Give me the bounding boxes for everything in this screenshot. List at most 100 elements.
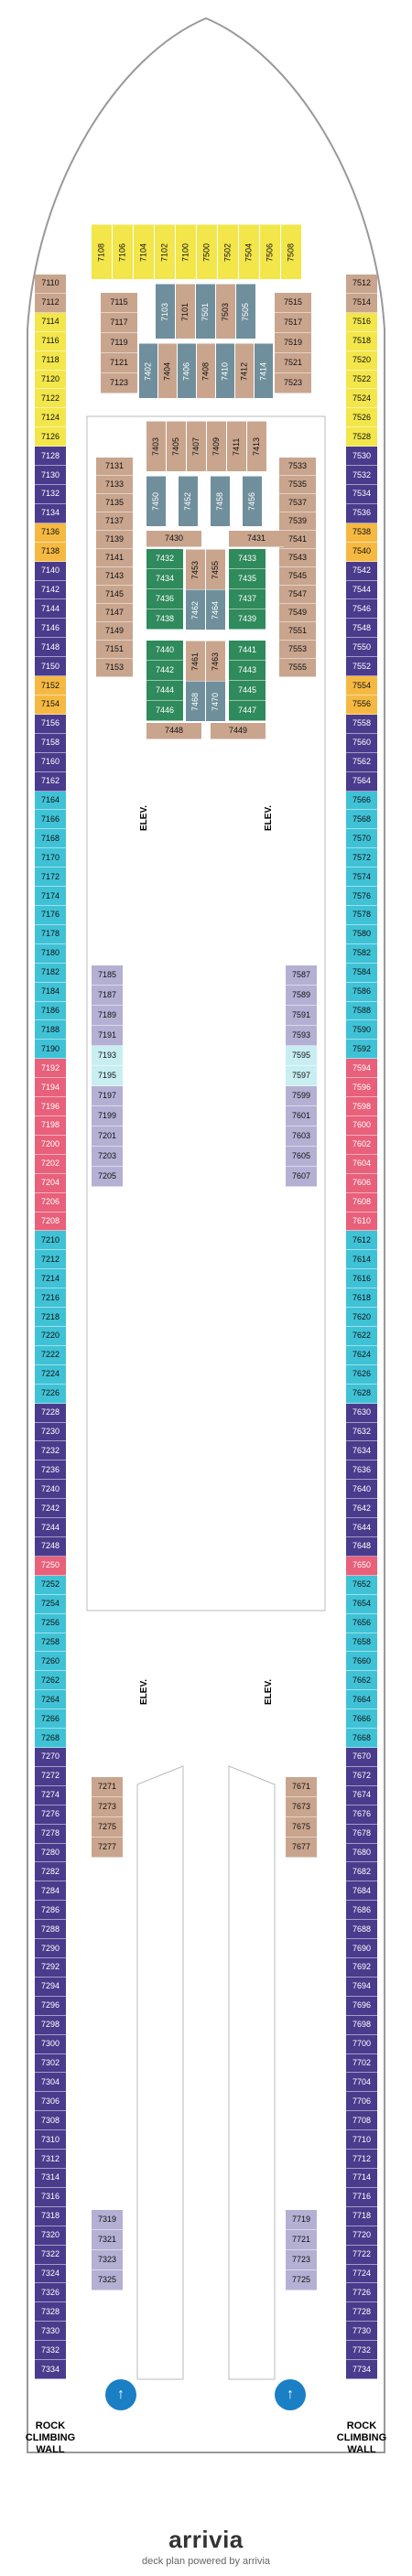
cabin-7502[interactable]: 7502	[218, 224, 238, 279]
cabin-7652[interactable]: 7652	[346, 1575, 377, 1595]
cabin-7712[interactable]: 7712	[346, 2150, 377, 2169]
cabin-7500[interactable]: 7500	[197, 224, 217, 279]
cabin-7114[interactable]: 7114	[35, 312, 66, 332]
cabin-7403[interactable]: 7403	[146, 421, 166, 471]
cabin-7574[interactable]: 7574	[346, 868, 377, 888]
cabin-7276[interactable]: 7276	[35, 1805, 66, 1825]
cabin-7294[interactable]: 7294	[35, 1977, 66, 1997]
cabin-7650[interactable]: 7650	[346, 1556, 377, 1576]
cabin-7452[interactable]: 7452	[179, 476, 198, 526]
cabin-7202[interactable]: 7202	[35, 1154, 66, 1174]
cabin-7598[interactable]: 7598	[346, 1097, 377, 1116]
cabin-7508[interactable]: 7508	[281, 224, 301, 279]
cabin-7446[interactable]: 7446	[146, 701, 183, 721]
cabin-7447[interactable]: 7447	[229, 701, 266, 721]
cabin-7588[interactable]: 7588	[346, 1001, 377, 1021]
cabin-7216[interactable]: 7216	[35, 1288, 66, 1309]
cabin-7542[interactable]: 7542	[346, 561, 377, 581]
cabin-7458[interactable]: 7458	[211, 476, 230, 526]
cabin-7200[interactable]: 7200	[35, 1135, 66, 1155]
cabin-7580[interactable]: 7580	[346, 924, 377, 944]
cabin-7593[interactable]: 7593	[286, 1026, 317, 1046]
cabin-7632[interactable]: 7632	[346, 1422, 377, 1442]
cabin-7604[interactable]: 7604	[346, 1154, 377, 1174]
cabin-7178[interactable]: 7178	[35, 924, 66, 944]
cabin-7612[interactable]: 7612	[346, 1231, 377, 1251]
cabin-7504[interactable]: 7504	[239, 224, 259, 279]
cabin-7271[interactable]: 7271	[92, 1777, 123, 1797]
cabin-7116[interactable]: 7116	[35, 331, 66, 351]
cabin-7433[interactable]: 7433	[229, 549, 266, 569]
cabin-7332[interactable]: 7332	[35, 2341, 66, 2361]
cabin-7666[interactable]: 7666	[346, 1709, 377, 1730]
cabin-7326[interactable]: 7326	[35, 2283, 66, 2303]
cabin-7302[interactable]: 7302	[35, 2053, 66, 2074]
cabin-7716[interactable]: 7716	[346, 2187, 377, 2207]
cabin-7546[interactable]: 7546	[346, 599, 377, 620]
cabin-7413[interactable]: 7413	[247, 421, 266, 471]
cabin-7515[interactable]: 7515	[275, 293, 311, 313]
cabin-7541[interactable]: 7541	[279, 531, 316, 549]
cabin-7168[interactable]: 7168	[35, 829, 66, 849]
cabin-7166[interactable]: 7166	[35, 810, 66, 830]
cabin-7112[interactable]: 7112	[35, 293, 66, 313]
cabin-7310[interactable]: 7310	[35, 2130, 66, 2150]
cabin-7252[interactable]: 7252	[35, 1575, 66, 1595]
cabin-7197[interactable]: 7197	[92, 1086, 123, 1106]
cabin-7195[interactable]: 7195	[92, 1066, 123, 1086]
cabin-7220[interactable]: 7220	[35, 1327, 66, 1346]
cabin-7524[interactable]: 7524	[346, 389, 377, 409]
cabin-7636[interactable]: 7636	[346, 1460, 377, 1481]
cabin-7190[interactable]: 7190	[35, 1040, 66, 1060]
cabin-7141[interactable]: 7141	[96, 549, 133, 567]
cabin-7282[interactable]: 7282	[35, 1862, 66, 1882]
cabin-7142[interactable]: 7142	[35, 580, 66, 600]
cabin-7320[interactable]: 7320	[35, 2226, 66, 2246]
cabin-7545[interactable]: 7545	[279, 567, 316, 586]
cabin-7322[interactable]: 7322	[35, 2245, 66, 2265]
cabin-7554[interactable]: 7554	[346, 676, 377, 695]
cabin-7690[interactable]: 7690	[346, 1939, 377, 1958]
cabin-7286[interactable]: 7286	[35, 1901, 66, 1921]
cabin-7152[interactable]: 7152	[35, 676, 66, 695]
cabin-7444[interactable]: 7444	[146, 681, 183, 701]
cabin-7188[interactable]: 7188	[35, 1020, 66, 1040]
cabin-7523[interactable]: 7523	[275, 373, 311, 393]
cabin-7670[interactable]: 7670	[346, 1748, 377, 1767]
cabin-7724[interactable]: 7724	[346, 2264, 377, 2284]
cabin-7126[interactable]: 7126	[35, 427, 66, 447]
cabin-7186[interactable]: 7186	[35, 1001, 66, 1021]
cabin-7725[interactable]: 7725	[286, 2270, 317, 2290]
cabin-7470[interactable]: 7470	[206, 681, 225, 721]
cabin-7547[interactable]: 7547	[279, 586, 316, 604]
cabin-7656[interactable]: 7656	[346, 1613, 377, 1633]
cabin-7506[interactable]: 7506	[260, 224, 280, 279]
cabin-7121[interactable]: 7121	[101, 353, 137, 373]
cabin-7300[interactable]: 7300	[35, 2034, 66, 2054]
cabin-7602[interactable]: 7602	[346, 1135, 377, 1155]
cabin-7672[interactable]: 7672	[346, 1766, 377, 1786]
cabin-7240[interactable]: 7240	[35, 1480, 66, 1500]
cabin-7722[interactable]: 7722	[346, 2245, 377, 2265]
cabin-7438[interactable]: 7438	[146, 609, 183, 630]
cabin-7110[interactable]: 7110	[35, 275, 66, 294]
cabin-7290[interactable]: 7290	[35, 1939, 66, 1958]
cabin-7560[interactable]: 7560	[346, 733, 377, 753]
cabin-7596[interactable]: 7596	[346, 1078, 377, 1098]
cabin-7589[interactable]: 7589	[286, 986, 317, 1006]
cabin-7512[interactable]: 7512	[346, 275, 377, 294]
cabin-7106[interactable]: 7106	[113, 224, 133, 279]
cabin-7222[interactable]: 7222	[35, 1345, 66, 1365]
cabin-7706[interactable]: 7706	[346, 2092, 377, 2112]
cabin-7334[interactable]: 7334	[35, 2360, 66, 2379]
cabin-7584[interactable]: 7584	[346, 963, 377, 983]
cabin-7678[interactable]: 7678	[346, 1824, 377, 1844]
cabin-7714[interactable]: 7714	[346, 2169, 377, 2188]
cabin-7193[interactable]: 7193	[92, 1046, 123, 1066]
cabin-7549[interactable]: 7549	[279, 604, 316, 622]
cabin-7616[interactable]: 7616	[346, 1269, 377, 1289]
cabin-7104[interactable]: 7104	[134, 224, 154, 279]
cabin-7671[interactable]: 7671	[286, 1777, 317, 1797]
cabin-7206[interactable]: 7206	[35, 1192, 66, 1213]
cabin-7133[interactable]: 7133	[96, 476, 133, 494]
